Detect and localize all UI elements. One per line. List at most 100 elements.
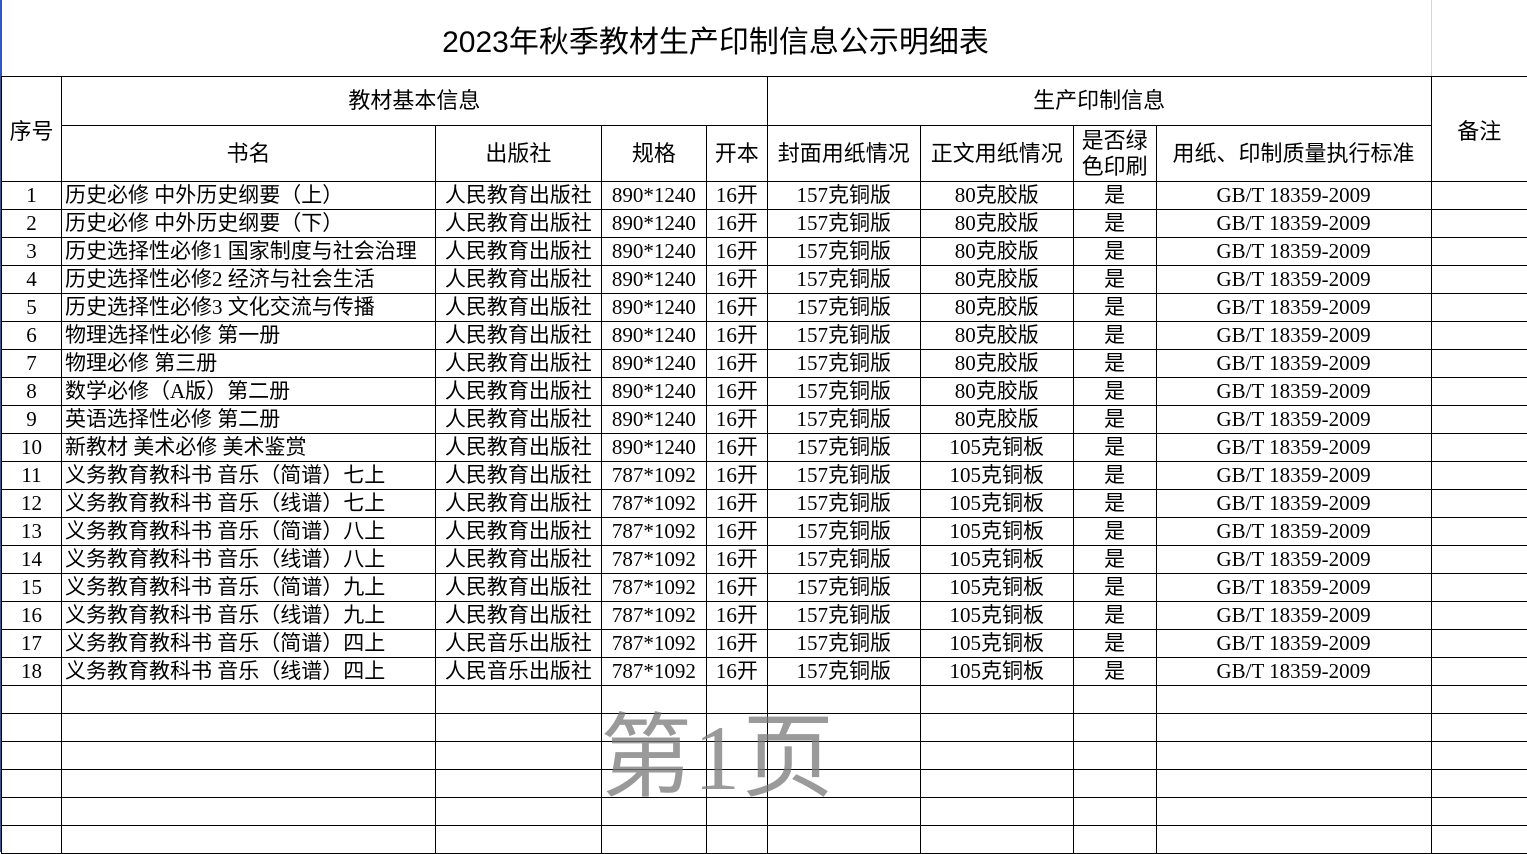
empty-cell[interactable] — [706, 742, 767, 770]
empty-cell[interactable] — [2, 798, 62, 826]
cell-body[interactable]: 105克铜板 — [920, 546, 1073, 574]
cell-standard[interactable]: GB/T 18359-2009 — [1156, 322, 1431, 350]
cell-body[interactable]: 80克胶版 — [920, 210, 1073, 238]
cell-green[interactable]: 是 — [1073, 658, 1156, 686]
cell-spec[interactable]: 890*1240 — [601, 182, 706, 210]
header-cover[interactable]: 封面用纸情况 — [767, 126, 920, 182]
empty-cell[interactable] — [1156, 742, 1431, 770]
cell-format[interactable]: 16开 — [706, 434, 767, 462]
empty-cell[interactable] — [767, 714, 920, 742]
empty-cell[interactable] — [61, 770, 435, 798]
cell-standard[interactable]: GB/T 18359-2009 — [1156, 602, 1431, 630]
cell-format[interactable]: 16开 — [706, 518, 767, 546]
cell-cover[interactable]: 157克铜版 — [767, 406, 920, 434]
cell-body[interactable]: 80克胶版 — [920, 322, 1073, 350]
cell-book[interactable]: 历史选择性必修1 国家制度与社会治理 — [61, 238, 435, 266]
empty-cell[interactable] — [1156, 770, 1431, 798]
cell-cover[interactable]: 157克铜版 — [767, 574, 920, 602]
cell-cover[interactable]: 157克铜版 — [767, 322, 920, 350]
empty-cell[interactable] — [767, 770, 920, 798]
cell-spec[interactable]: 890*1240 — [601, 378, 706, 406]
cell-format[interactable]: 16开 — [706, 574, 767, 602]
cell-book[interactable]: 义务教育教科书 音乐（简谱）四上 — [61, 630, 435, 658]
cell-remark[interactable] — [1431, 406, 1527, 434]
empty-cell[interactable] — [706, 686, 767, 714]
cell-standard[interactable]: GB/T 18359-2009 — [1156, 238, 1431, 266]
cell-publisher[interactable]: 人民教育出版社 — [435, 350, 601, 378]
cell-green[interactable]: 是 — [1073, 546, 1156, 574]
cell-publisher[interactable]: 人民教育出版社 — [435, 462, 601, 490]
header-spec[interactable]: 规格 — [601, 126, 706, 182]
cell-remark[interactable] — [1431, 602, 1527, 630]
cell-no[interactable]: 4 — [2, 266, 62, 294]
empty-cell[interactable] — [435, 686, 601, 714]
header-group-basic[interactable]: 教材基本信息 — [61, 77, 767, 126]
cell-green[interactable]: 是 — [1073, 210, 1156, 238]
header-standard[interactable]: 用纸、印制质量执行标准 — [1156, 126, 1431, 182]
cell-standard[interactable]: GB/T 18359-2009 — [1156, 574, 1431, 602]
cell-format[interactable]: 16开 — [706, 322, 767, 350]
cell-green[interactable]: 是 — [1073, 294, 1156, 322]
cell-remark[interactable] — [1431, 518, 1527, 546]
cell-publisher[interactable]: 人民教育出版社 — [435, 266, 601, 294]
empty-cell[interactable] — [767, 798, 920, 826]
cell-publisher[interactable]: 人民教育出版社 — [435, 238, 601, 266]
header-group-print[interactable]: 生产印制信息 — [767, 77, 1431, 126]
cell-body[interactable]: 80克胶版 — [920, 294, 1073, 322]
empty-cell[interactable] — [1073, 686, 1156, 714]
cell-standard[interactable]: GB/T 18359-2009 — [1156, 378, 1431, 406]
cell-publisher[interactable]: 人民教育出版社 — [435, 406, 601, 434]
empty-cell[interactable] — [1431, 826, 1527, 854]
cell-cover[interactable]: 157克铜版 — [767, 294, 920, 322]
cell-remark[interactable] — [1431, 182, 1527, 210]
cell-cover[interactable]: 157克铜版 — [767, 182, 920, 210]
empty-cell[interactable] — [601, 714, 706, 742]
cell-remark[interactable] — [1431, 294, 1527, 322]
cell-format[interactable]: 16开 — [706, 182, 767, 210]
empty-cell[interactable] — [706, 770, 767, 798]
cell-publisher[interactable]: 人民教育出版社 — [435, 434, 601, 462]
cell-green[interactable]: 是 — [1073, 238, 1156, 266]
empty-cell[interactable] — [1431, 686, 1527, 714]
empty-cell[interactable] — [61, 686, 435, 714]
cell-spec[interactable]: 890*1240 — [601, 406, 706, 434]
cell-cover[interactable]: 157克铜版 — [767, 462, 920, 490]
cell-standard[interactable]: GB/T 18359-2009 — [1156, 546, 1431, 574]
cell-cover[interactable]: 157克铜版 — [767, 602, 920, 630]
cell-standard[interactable]: GB/T 18359-2009 — [1156, 462, 1431, 490]
cell-book[interactable]: 历史必修 中外历史纲要（上） — [61, 182, 435, 210]
cell-standard[interactable]: GB/T 18359-2009 — [1156, 518, 1431, 546]
cell-body[interactable]: 80克胶版 — [920, 378, 1073, 406]
cell-publisher[interactable]: 人民教育出版社 — [435, 602, 601, 630]
empty-cell[interactable] — [601, 742, 706, 770]
cell-cover[interactable]: 157克铜版 — [767, 266, 920, 294]
cell-spec[interactable]: 890*1240 — [601, 294, 706, 322]
cell-book[interactable]: 义务教育教科书 音乐（简谱）八上 — [61, 518, 435, 546]
cell-cover[interactable]: 157克铜版 — [767, 238, 920, 266]
cell-standard[interactable]: GB/T 18359-2009 — [1156, 210, 1431, 238]
empty-cell[interactable] — [1431, 770, 1527, 798]
cell-format[interactable]: 16开 — [706, 546, 767, 574]
empty-cell[interactable] — [61, 798, 435, 826]
cell-cover[interactable]: 157克铜版 — [767, 350, 920, 378]
cell-format[interactable]: 16开 — [706, 210, 767, 238]
cell-standard[interactable]: GB/T 18359-2009 — [1156, 434, 1431, 462]
empty-cell[interactable] — [61, 742, 435, 770]
cell-body[interactable]: 105克铜板 — [920, 602, 1073, 630]
cell-no[interactable]: 12 — [2, 490, 62, 518]
cell-cover[interactable]: 157克铜版 — [767, 658, 920, 686]
cell-cover[interactable]: 157克铜版 — [767, 434, 920, 462]
cell-publisher[interactable]: 人民音乐出版社 — [435, 658, 601, 686]
cell-format[interactable]: 16开 — [706, 630, 767, 658]
cell-standard[interactable]: GB/T 18359-2009 — [1156, 350, 1431, 378]
header-format[interactable]: 开本 — [706, 126, 767, 182]
cell-publisher[interactable]: 人民音乐出版社 — [435, 630, 601, 658]
empty-cell[interactable] — [706, 798, 767, 826]
cell-remark[interactable] — [1431, 574, 1527, 602]
cell-no[interactable]: 5 — [2, 294, 62, 322]
cell-book[interactable]: 物理必修 第三册 — [61, 350, 435, 378]
cell-book[interactable]: 英语选择性必修 第二册 — [61, 406, 435, 434]
cell-no[interactable]: 15 — [2, 574, 62, 602]
cell-publisher[interactable]: 人民教育出版社 — [435, 490, 601, 518]
cell-standard[interactable]: GB/T 18359-2009 — [1156, 182, 1431, 210]
